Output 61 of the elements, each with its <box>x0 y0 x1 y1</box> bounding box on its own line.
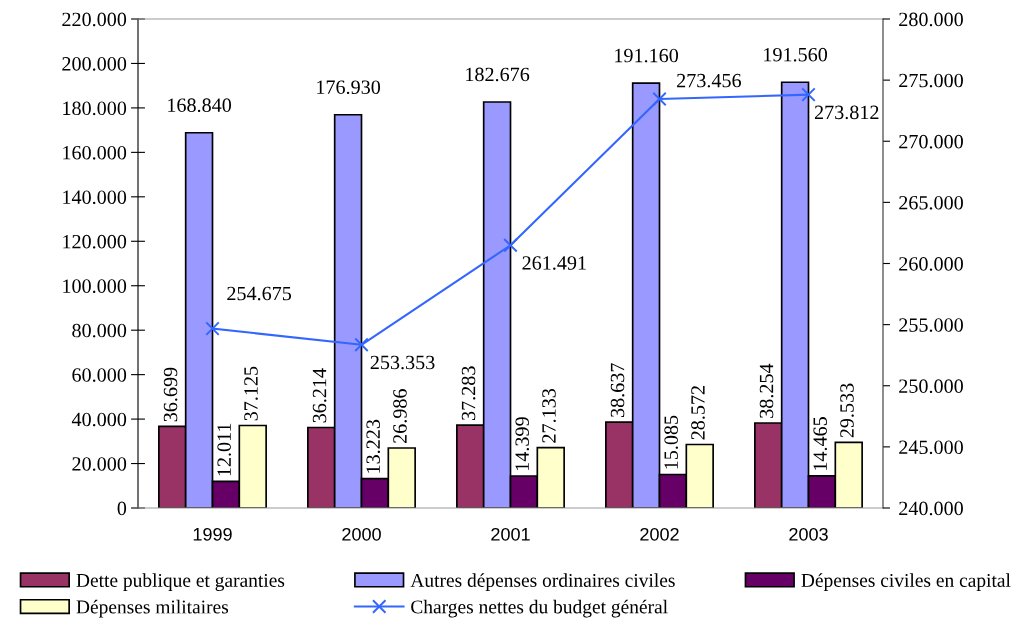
y-tick-label: 80.000 <box>72 323 127 338</box>
data-label: 28.572 <box>691 386 705 440</box>
y2-tick-label: 275.000 <box>899 73 963 88</box>
data-label: 29.533 <box>840 383 854 438</box>
data-label: 182.676 <box>466 67 530 82</box>
data-label: 38.254 <box>759 363 774 418</box>
data-label: 27.133 <box>542 388 556 443</box>
y-tick-label: 20.000 <box>72 457 127 471</box>
x-tick-label: 2003 <box>789 527 828 541</box>
point <box>652 91 667 107</box>
data-label: 12.011 <box>217 423 232 476</box>
y2-tick-label: 245.000 <box>899 440 963 455</box>
y-tick-label: 220.000 <box>62 12 127 27</box>
y-tick-label: 100.000 <box>63 279 127 293</box>
data-label: 14.465 <box>813 417 828 470</box>
data-label: 261.491 <box>522 256 586 270</box>
y-tick-label: 120.000 <box>63 234 127 249</box>
x-tick-label: 2000 <box>342 527 381 541</box>
y2-tick-label: 255.000 <box>899 318 963 332</box>
legend-label: Autres dépenses ordinaires civiles <box>410 573 675 591</box>
x-tick-label: 1999 <box>193 527 232 541</box>
data-label: 13.223 <box>366 419 381 473</box>
x-tick-label: 2002 <box>640 527 679 541</box>
legend-label: Charges nettes du budget général <box>411 599 668 618</box>
y-tick-label: 60.000 <box>72 368 127 382</box>
y-tick-label: 160.000 <box>63 145 127 160</box>
point <box>503 238 518 253</box>
data-label: 37.283 <box>461 366 476 420</box>
y-tick-label: 140.000 <box>63 190 127 205</box>
legend-label: Dette publique et garanties <box>76 573 285 591</box>
data-label: 36.699 <box>163 367 178 422</box>
data-label: 273.456 <box>677 73 742 88</box>
data-label: 176.930 <box>317 80 381 95</box>
y2-tick-label: 240.000 <box>899 501 963 516</box>
y-tick-label: 200.000 <box>62 57 127 71</box>
data-label: 273.812 <box>814 105 879 120</box>
y-tick-label: 40.000 <box>71 412 127 427</box>
x-tick-label: 2001 <box>491 527 530 541</box>
y2-tick-label: 265.000 <box>899 195 963 210</box>
data-label: 15.085 <box>664 415 679 469</box>
y2-tick-label: 250.000 <box>899 379 963 394</box>
point <box>354 337 369 352</box>
y2-tick-label: 260.000 <box>899 257 963 271</box>
legend-label: Dépenses civiles en capital <box>801 573 1011 591</box>
point <box>205 321 220 336</box>
y2-tick-label: 280.000 <box>899 12 963 27</box>
y-tick-label: 180.000 <box>63 101 127 116</box>
y-tick-label: 0 <box>117 501 127 516</box>
data-label: 26.986 <box>393 389 407 443</box>
legend-label: Dépenses militaires <box>76 599 229 618</box>
data-label: 191.160 <box>615 48 679 63</box>
point <box>801 87 816 102</box>
data-label: 38.637 <box>610 363 625 417</box>
data-label: 253.353 <box>370 355 435 370</box>
y2-tick-label: 270.000 <box>899 134 963 149</box>
data-label: 168.840 <box>168 98 232 113</box>
data-label: 191.560 <box>764 47 828 62</box>
data-label: 254.675 <box>227 286 292 301</box>
data-label: 14.399 <box>515 417 530 471</box>
data-label: 37.125 <box>244 366 258 421</box>
data-label: 36.214 <box>312 368 327 423</box>
